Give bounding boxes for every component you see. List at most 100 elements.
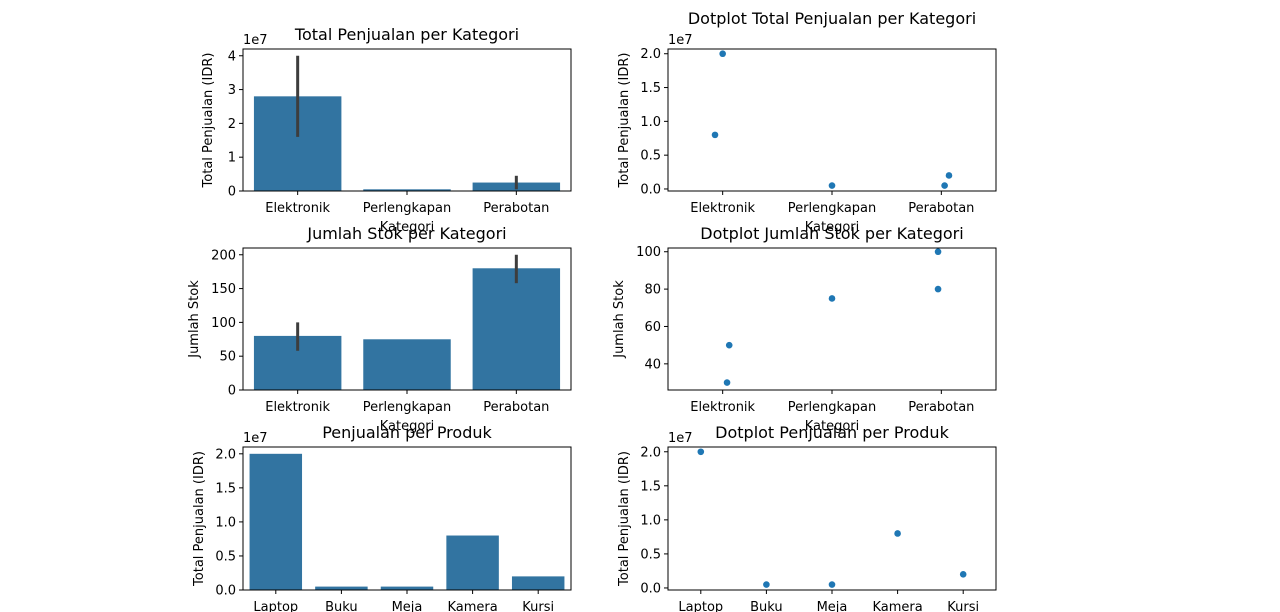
y-tick-label: 50 xyxy=(219,350,236,365)
bar xyxy=(511,576,565,590)
y-tick-label: 4 xyxy=(228,49,236,64)
x-tick-label: Kamera xyxy=(872,600,922,612)
axes-frame xyxy=(667,446,997,591)
x-tick-label: Meja xyxy=(392,600,423,612)
y-tick-label: 0 xyxy=(228,185,236,200)
subplot-4: 40 60 80 100 Elektronik Perlengkapan Perabotan… xyxy=(612,224,997,434)
y-axis-label: Total Penjualan (IDR) xyxy=(201,53,216,189)
y-tick-label: 1.5 xyxy=(640,479,661,494)
y-tick-label: 0.0 xyxy=(640,182,661,197)
data-point xyxy=(945,172,953,179)
subplot-6: 0.0 0.5 1.0 1.5 2.0 Laptop Buku Meja Kamera Kursi… xyxy=(617,423,997,612)
bar xyxy=(315,586,368,590)
data-point xyxy=(763,581,770,588)
x-tick-label: Perabotan xyxy=(483,400,549,415)
offset-label: 1e7 xyxy=(668,33,693,48)
chart-title: Jumlah Stok per Kategori xyxy=(306,224,506,243)
y-tick-label: 150 xyxy=(211,282,236,297)
x-tick-label: Perlengkapan xyxy=(788,400,877,415)
y-axis-label: Total Penjualan (IDR) xyxy=(192,451,207,587)
data-point xyxy=(725,341,733,349)
x-tick-label: Buku xyxy=(325,600,358,612)
data-point xyxy=(894,530,901,537)
chart-title: Dotplot Jumlah Stok per Kategori xyxy=(700,224,963,243)
x-tick-label: Elektronik xyxy=(690,400,755,415)
y-axis-label: Total Penjualan (IDR) xyxy=(617,451,632,587)
y-tick-label: 0.5 xyxy=(640,547,661,562)
y-tick-label: 1.5 xyxy=(215,481,236,496)
y-tick-label: 200 xyxy=(211,248,236,263)
y-tick-label: 80 xyxy=(644,283,661,298)
offset-label: 1e7 xyxy=(243,33,268,48)
y-tick-label: 60 xyxy=(644,320,661,335)
y-axis-label: Total Penjualan (IDR) xyxy=(617,53,632,189)
bar xyxy=(363,339,451,390)
x-tick-label: Kursi xyxy=(522,600,554,612)
y-tick-label: 0.5 xyxy=(215,549,236,564)
axes-frame xyxy=(667,48,997,192)
data-point xyxy=(941,182,948,189)
y-tick-label: 3 xyxy=(228,83,236,98)
x-axis-label: Kategori xyxy=(805,419,860,434)
data-point xyxy=(711,131,719,139)
x-tick-label: Kamera xyxy=(447,600,497,612)
subplot-5: 0.0 0.5 1.0 1.5 2.0 Laptop Buku Meja Kamera Kursi… xyxy=(192,423,572,612)
chart-title: Total Penjualan per Kategori xyxy=(294,25,519,44)
x-axis-label: Kategori xyxy=(805,220,860,235)
y-tick-label: 2 xyxy=(228,117,236,132)
y-axis-label: Jumlah Stok xyxy=(187,280,202,359)
bar xyxy=(472,268,561,390)
bar xyxy=(446,535,499,590)
y-tick-label: 2.0 xyxy=(215,447,236,462)
y-tick-label: 1.0 xyxy=(640,115,661,130)
subplot-1: 0 1 2 3 4 Elektronik Perlengkapan Perabotan 1e7 T… xyxy=(201,25,572,235)
chart-title: Penjualan per Produk xyxy=(322,423,492,442)
x-axis-label: Kategori xyxy=(380,220,435,235)
x-tick-label: Perabotan xyxy=(908,400,974,415)
data-point xyxy=(828,295,836,302)
y-tick-label: 1.0 xyxy=(640,513,661,528)
y-tick-label: 1.5 xyxy=(640,81,661,96)
y-tick-label: 40 xyxy=(644,357,661,372)
y-tick-label: 0 xyxy=(228,384,236,399)
bar xyxy=(363,189,451,191)
x-tick-label: Kursi xyxy=(947,600,979,612)
y-tick-label: 0.0 xyxy=(215,584,236,599)
x-tick-label: Meja xyxy=(817,600,848,612)
y-tick-label: 2.0 xyxy=(640,47,661,62)
subplot-3: 0 50 100 150 200 Elektronik Perlengkapan Perabo… xyxy=(187,224,572,434)
x-tick-label: Perlengkapan xyxy=(363,400,452,415)
bar xyxy=(380,586,434,590)
y-tick-label: 100 xyxy=(211,316,236,331)
data-point xyxy=(934,285,942,293)
axes-frame xyxy=(667,247,997,391)
chart-title: Dotplot Total Penjualan per Kategori xyxy=(688,9,976,28)
data-point xyxy=(697,448,705,456)
y-tick-label: 1.0 xyxy=(215,515,236,530)
x-tick-label: Perabotan xyxy=(908,201,974,216)
y-tick-label: 1 xyxy=(228,151,236,166)
subplot-2: 0.0 0.5 1.0 1.5 2.0 Elektronik Perlengkapan Per… xyxy=(617,9,997,235)
x-tick-label: Elektronik xyxy=(265,400,330,415)
offset-label: 1e7 xyxy=(243,431,268,446)
data-point xyxy=(828,182,836,189)
y-tick-label: 0.0 xyxy=(640,581,661,596)
data-point xyxy=(828,581,836,588)
x-tick-label: Perlengkapan xyxy=(363,201,452,216)
x-tick-label: Perabotan xyxy=(483,201,549,216)
y-tick-label: 100 xyxy=(636,245,661,260)
x-axis-label: Kategori xyxy=(380,419,435,434)
chart-title: Dotplot Penjualan per Produk xyxy=(715,423,949,442)
offset-label: 1e7 xyxy=(668,431,693,446)
x-tick-label: Laptop xyxy=(253,600,298,612)
data-point xyxy=(719,50,726,58)
x-tick-label: Perlengkapan xyxy=(788,201,877,216)
x-tick-label: Laptop xyxy=(678,600,723,612)
y-tick-label: 0.5 xyxy=(640,149,661,164)
data-point xyxy=(934,248,942,256)
x-tick-label: Buku xyxy=(750,600,783,612)
data-point xyxy=(723,379,731,386)
data-point xyxy=(959,571,967,578)
y-axis-label: Jumlah Stok xyxy=(612,280,627,359)
